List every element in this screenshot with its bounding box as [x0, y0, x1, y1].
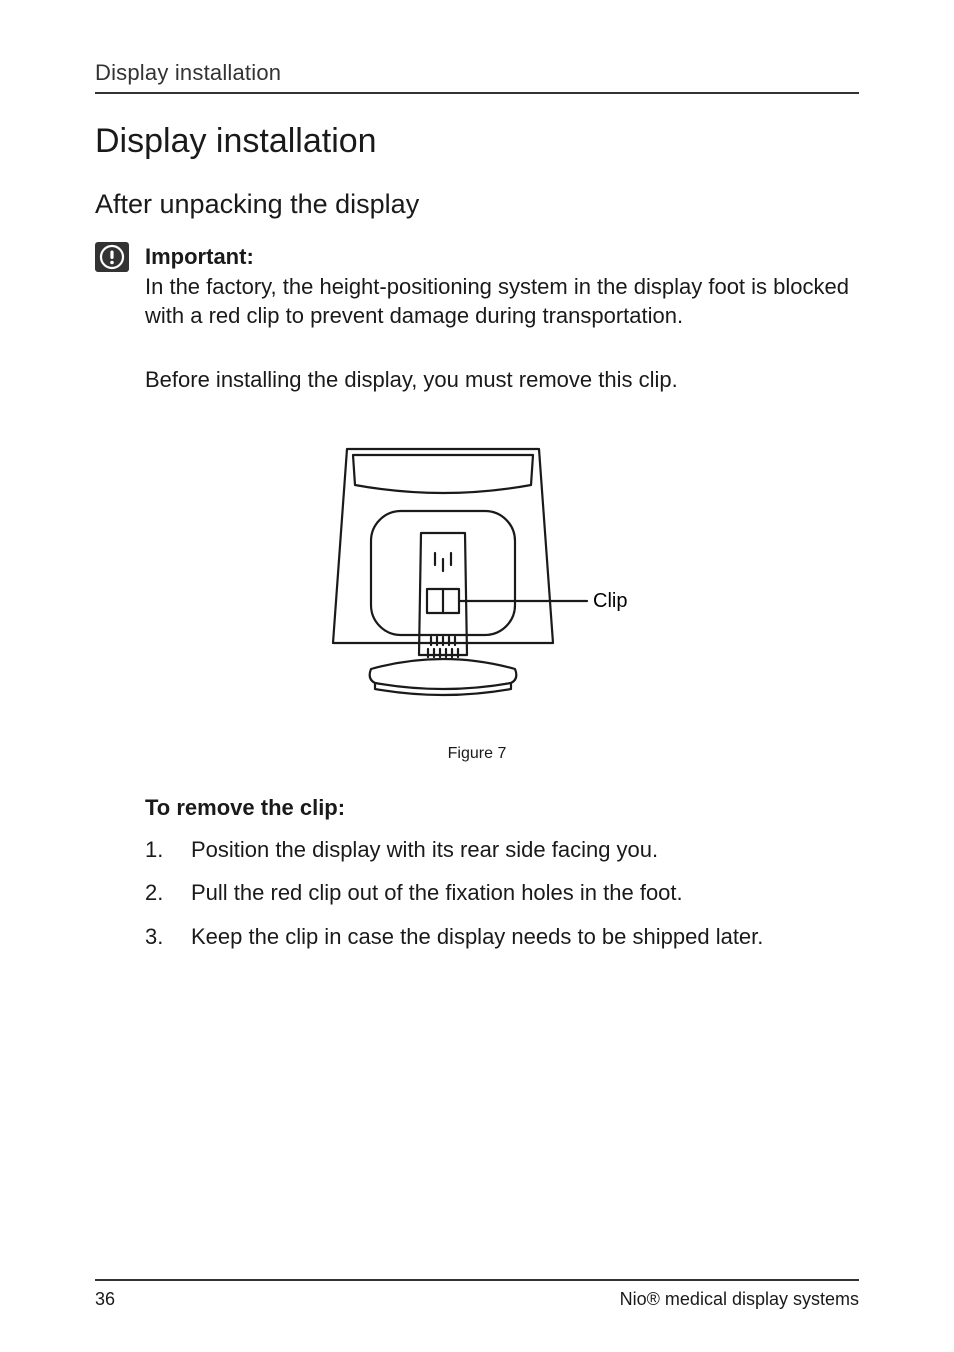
callout-important: Important: In the factory, the height-po… [95, 242, 859, 331]
important-icon [95, 242, 129, 272]
step-item: Keep the clip in case the display needs … [145, 922, 859, 952]
section-title: After unpacking the display [95, 189, 859, 220]
display-figure: Clip [267, 425, 687, 705]
page-title: Display installation [95, 122, 859, 161]
before-paragraph: Before installing the display, you must … [145, 365, 859, 395]
callout-label: Important: [145, 244, 254, 269]
running-head: Display installation [95, 60, 859, 94]
page-number: 36 [95, 1289, 115, 1310]
step-item: Pull the red clip out of the fixation ho… [145, 878, 859, 908]
steps-list: Position the display with its rear side … [145, 835, 859, 966]
figure-wrap: Clip Figure 7 [95, 425, 859, 763]
callout-body: Important: In the factory, the height-po… [145, 242, 859, 331]
page: Display installation Display installatio… [0, 0, 954, 1352]
figure-caption: Figure 7 [448, 745, 507, 763]
page-footer: 36 Nio® medical display systems [95, 1279, 859, 1310]
callout-text: In the factory, the height-positioning s… [145, 274, 849, 329]
product-name: Nio® medical display systems [620, 1289, 859, 1310]
clip-label: Clip [593, 590, 627, 612]
sub-head: To remove the clip: [145, 795, 859, 821]
step-item: Position the display with its rear side … [145, 835, 859, 865]
